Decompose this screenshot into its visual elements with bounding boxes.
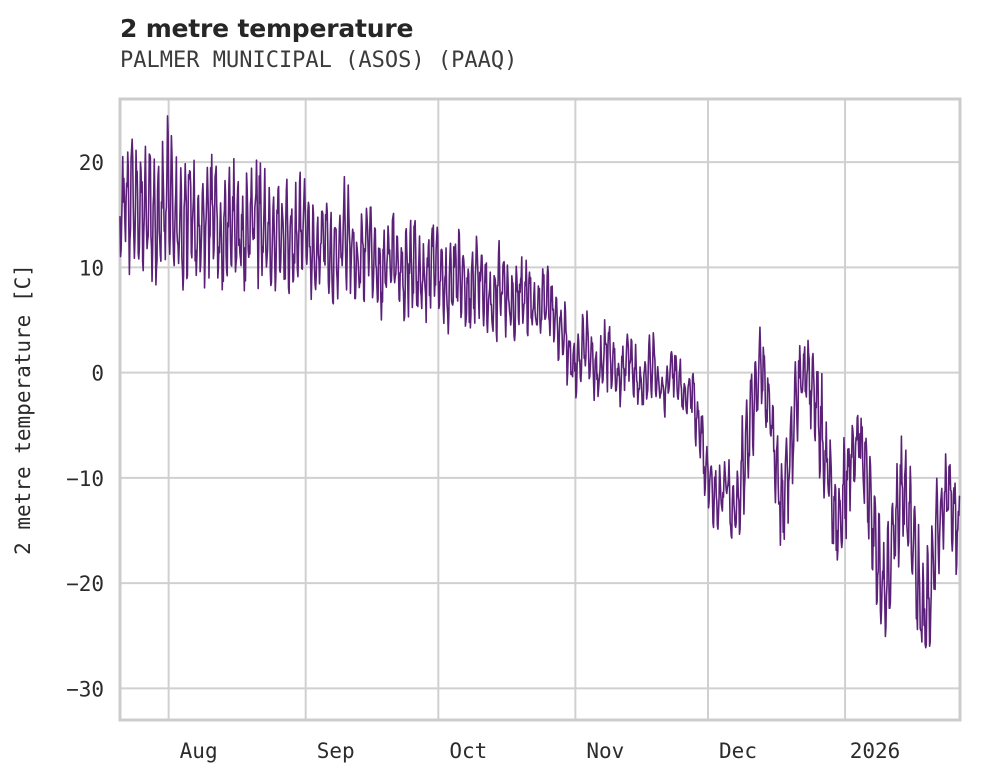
y-tick-label: 0 <box>91 362 104 386</box>
x-tick-label: 2026 <box>850 739 901 763</box>
y-axis-title-text: 2 metre temperature [C] <box>11 264 35 555</box>
chart-subtitle: PALMER MUNICIPAL (ASOS) (PAAQ) <box>120 48 518 73</box>
series-line-temperature <box>119 115 961 649</box>
chart-title: 2 metre temperature <box>120 14 414 43</box>
x-tick-label: Dec <box>719 739 757 763</box>
y-axis-title: 2 metre temperature [C] <box>11 264 35 555</box>
y-tick-label: −10 <box>66 467 104 491</box>
series-layer <box>119 115 961 649</box>
y-tick-label: −30 <box>66 677 104 701</box>
x-tick-label: Aug <box>180 739 218 763</box>
plot-border <box>118 97 962 722</box>
x-tick-label: Oct <box>449 739 487 763</box>
y-tick-label: 20 <box>79 151 104 175</box>
y-tick-label: −20 <box>66 572 104 596</box>
plot-frame <box>118 97 962 722</box>
title-block: 2 metre temperature PALMER MUNICIPAL (AS… <box>120 14 960 76</box>
x-tick-label: Nov <box>586 739 624 763</box>
x-tick-label: Sep <box>317 739 355 763</box>
x-tick-labels: Aug Sep Oct Nov Dec 2026 <box>180 739 901 763</box>
y-tick-labels: 20 10 0 −10 −20 −30 <box>66 151 104 701</box>
y-tick-label: 10 <box>79 256 104 280</box>
